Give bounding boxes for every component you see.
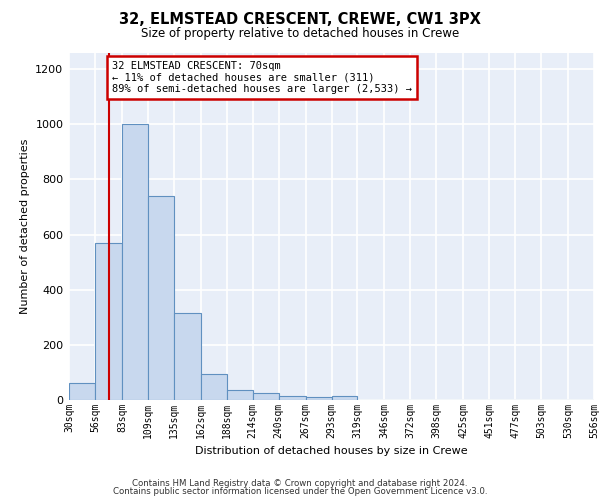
Bar (227, 390, 253, 400)
Text: Contains HM Land Registry data © Crown copyright and database right 2024.: Contains HM Land Registry data © Crown c… (132, 478, 468, 488)
Text: Size of property relative to detached houses in Crewe: Size of property relative to detached ho… (141, 28, 459, 40)
Y-axis label: Number of detached properties: Number of detached properties (20, 138, 30, 314)
Bar (305, 397, 331, 400)
X-axis label: Distribution of detached houses by size in Crewe: Distribution of detached houses by size … (195, 446, 468, 456)
Text: 32, ELMSTEAD CRESCENT, CREWE, CW1 3PX: 32, ELMSTEAD CRESCENT, CREWE, CW1 3PX (119, 12, 481, 28)
Text: 32 ELMSTEAD CRESCENT: 70sqm
← 11% of detached houses are smaller (311)
89% of se: 32 ELMSTEAD CRESCENT: 70sqm ← 11% of det… (112, 61, 412, 94)
Bar (174, 313, 201, 400)
Bar (253, 393, 278, 400)
Bar (69, 384, 95, 400)
Bar (331, 396, 358, 400)
Bar (95, 243, 122, 400)
Bar (201, 374, 227, 400)
Bar (122, 124, 148, 400)
Bar (278, 396, 305, 400)
Text: Contains public sector information licensed under the Open Government Licence v3: Contains public sector information licen… (113, 488, 487, 496)
Bar (148, 196, 174, 400)
